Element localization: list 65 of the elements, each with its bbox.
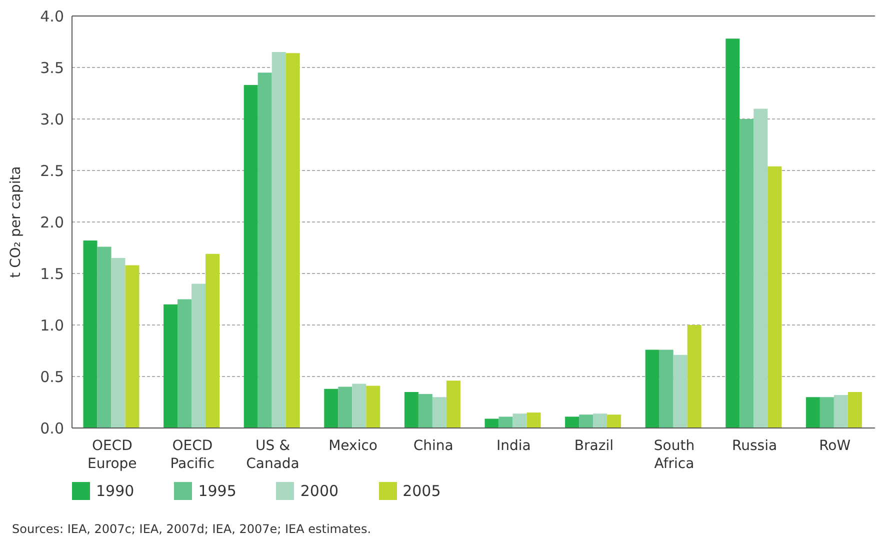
y-axis-title: t CO₂ per capita <box>8 166 24 278</box>
x-tick-label: OECD Europe <box>88 438 137 472</box>
bar <box>366 386 380 428</box>
bar <box>192 284 206 428</box>
bar <box>272 52 286 428</box>
bar <box>673 354 688 428</box>
bar <box>834 395 848 428</box>
x-tick-label: Mexico <box>328 438 378 454</box>
y-tick-label: 1.5 <box>40 264 64 283</box>
x-tick-label: Russia <box>732 438 778 454</box>
legend-label: 1995 <box>198 482 236 500</box>
source-note: Sources: IEA, 2007c; IEA, 2007d; IEA, 2007e; IEA estimates. <box>12 522 372 536</box>
bar <box>125 265 140 428</box>
legend-label: 1990 <box>96 482 134 500</box>
bar <box>286 53 300 428</box>
bar <box>820 397 834 428</box>
bar <box>418 394 432 428</box>
x-tick-label: India <box>496 438 531 454</box>
bar <box>432 397 446 428</box>
y-tick-label: 1.0 <box>40 316 64 334</box>
bar <box>768 166 782 428</box>
bar <box>404 392 418 428</box>
bar <box>806 397 820 428</box>
y-tick-label: 2.5 <box>40 162 64 180</box>
bar <box>206 254 220 428</box>
bar <box>164 304 178 428</box>
bar <box>526 412 541 428</box>
bar <box>607 414 622 428</box>
bar <box>659 350 674 428</box>
bar <box>848 392 862 428</box>
bar <box>97 246 112 428</box>
bar <box>645 350 660 428</box>
y-tick-label: 4.0 <box>40 7 64 26</box>
y-tick-label: 2.0 <box>40 213 64 232</box>
bar <box>446 380 460 428</box>
y-tick-label: 0.0 <box>40 419 64 438</box>
bar <box>565 416 580 428</box>
bar <box>593 414 608 428</box>
bar <box>178 299 192 428</box>
x-tick-label: Brazil <box>574 438 614 454</box>
bar <box>687 325 702 428</box>
bar <box>754 108 768 428</box>
bar <box>324 388 338 428</box>
y-tick-label: 0.5 <box>40 368 64 386</box>
x-tick-label: OECD Pacific <box>170 438 215 472</box>
x-tick-label: China <box>413 438 454 454</box>
bar <box>740 119 754 428</box>
legend-label: 2005 <box>402 482 441 500</box>
bar <box>512 414 527 428</box>
x-tick-label: US & Canada <box>246 438 300 472</box>
bar <box>244 85 258 428</box>
y-tick-label: 3.0 <box>40 110 64 128</box>
x-tick-label: South Africa <box>654 438 695 472</box>
bar <box>726 38 740 428</box>
bar <box>484 418 499 428</box>
bar <box>498 416 513 428</box>
y-tick-label: 3.5 <box>40 58 64 77</box>
bar <box>338 386 352 428</box>
bar <box>258 72 272 428</box>
legend-label: 2000 <box>300 482 339 500</box>
bar <box>83 240 98 428</box>
x-tick-label: RoW <box>819 438 851 454</box>
bar <box>352 384 366 428</box>
bar <box>579 414 594 428</box>
bar <box>111 258 126 428</box>
